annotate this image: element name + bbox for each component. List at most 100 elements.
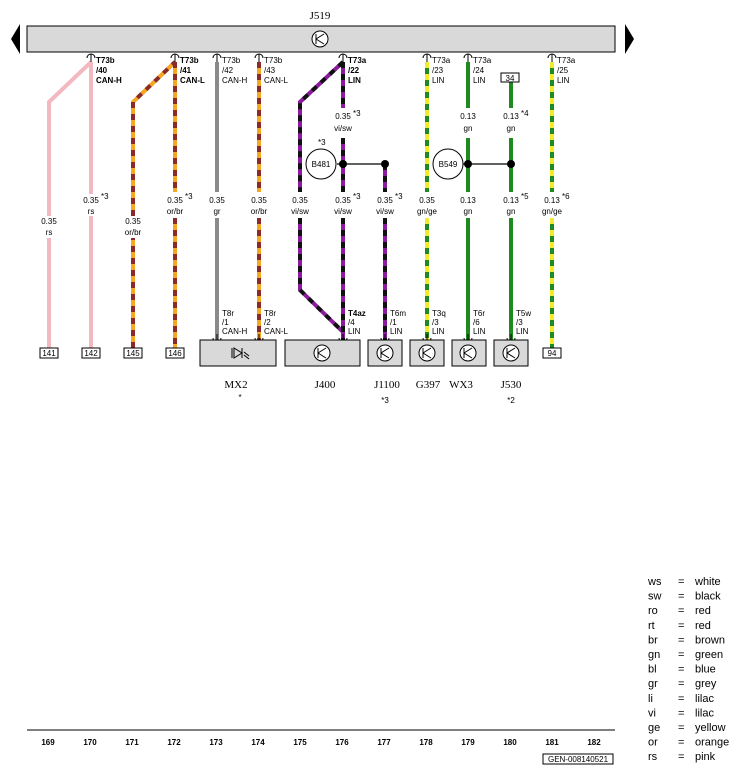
conn-signal: LIN [473,327,486,336]
legend-abbr: bl [648,664,657,676]
legend-name: orange [695,737,729,749]
legend-equals: = [678,707,684,719]
footer-number: 178 [419,738,433,747]
legend-name: red [695,620,711,632]
arrow-left-icon [11,24,20,54]
footer-number: 177 [377,738,391,747]
wire-171-stripe [131,60,177,348]
component-label: J530 [501,379,522,391]
top-pins [86,53,557,62]
wire-size: 0.13 [503,112,519,121]
conn-pin: /40 [96,66,108,75]
conn-code: T6r [473,309,485,318]
splice-label: B549 [439,160,458,169]
wire-size: 0.35 [251,196,267,205]
wire-color: vi/sw [334,124,352,133]
legend-abbr: ge [648,722,660,734]
color-legend: ws = white sw = black ro = red rt = red br = brown gn = g… [647,576,729,763]
wire-175-stripe [298,60,345,334]
wire-color: rs [88,207,95,216]
legend-name: red [695,605,711,617]
conn-signal: CAN-L [180,76,205,85]
pin-icon [254,53,264,62]
connector-box-label: 34 [506,74,515,83]
splice-b481 [305,148,337,180]
component-note: * [238,393,241,402]
top-connector-labels: T73b /40 CAN-H T73b /41 CAN-L T73b /42 C… [96,56,576,85]
pin-icon [547,53,557,62]
junction-dot [381,160,389,168]
wire-note: *3 [353,192,361,201]
legend-name: grey [695,678,717,690]
conn-pin: /2 [264,318,271,327]
transistor-icon [502,344,520,362]
wire-note: *3 [101,192,109,201]
conn-code: T5w [516,309,531,318]
wire-color: gn/ge [542,207,563,216]
ref-box [165,347,185,359]
legend-equals: = [678,678,684,690]
wire-size: 0.35 [83,196,99,205]
conn-code: T73b [222,56,241,65]
footer-number: 176 [335,738,349,747]
arrow-right-icon [625,24,634,54]
wire-color: gn [464,207,473,216]
footer-number: 181 [545,738,559,747]
conn-code: T6m [390,309,406,318]
ref-box-label: 146 [168,349,182,358]
wire-171 [131,60,177,348]
wire-size: 0.13 [460,112,476,121]
junction-dot [507,160,515,168]
pin-icon [170,53,180,62]
legend-name: lilac [695,693,714,705]
legend-equals: = [678,751,684,763]
ref-box-label: 94 [548,349,557,358]
legend-name: pink [695,751,716,763]
legend-name: white [694,576,721,588]
reference-boxes: 141 142 145 146 94 [39,347,562,359]
junction-dot [339,160,347,168]
conn-pin: /3 [516,318,523,327]
legend-equals: = [678,576,684,588]
wire-color: gr [213,207,220,216]
led-icon [231,347,250,360]
wire-color: or/br [251,207,268,216]
splices: B481 *3 B549 [305,138,464,180]
wire-note: *3 [353,109,361,118]
conn-code: T8r [222,309,234,318]
wires [47,60,554,348]
ref-box-label: 145 [126,349,140,358]
wire-note: *4 [521,109,529,118]
legend-name: lilac [695,707,714,719]
conn-pin: /23 [432,66,444,75]
wire-size: 0.13 [503,196,519,205]
conn-code: T73b [264,56,283,65]
legend-equals: = [678,605,684,617]
wire-size: 0.13 [460,196,476,205]
legend-abbr: gn [648,649,660,661]
pin-icon [86,53,96,62]
code-box [542,753,614,765]
wire-note: *3 [395,192,403,201]
conn-code: T73a [348,56,367,65]
conn-pin: /1 [390,318,397,327]
transistor-icon [459,344,477,362]
footer-number: 173 [209,738,223,747]
footer-number: 170 [83,738,97,747]
wire-color: vi/sw [376,207,394,216]
component-label: MX2 [224,379,247,391]
wire-color: or/br [167,207,184,216]
pin-icon [463,53,473,62]
wire-size: 0.35 [419,196,435,205]
conn-code: T73a [432,56,451,65]
wire-size: 0.35 [335,112,351,121]
conn-signal: LIN [516,327,529,336]
legend-name: black [695,591,721,603]
footer-number: 179 [461,738,475,747]
wire-size: 0.13 [544,196,560,205]
wire-color: gn [507,207,516,216]
legend-abbr: ws [647,576,662,588]
conn-signal: LIN [348,327,361,336]
wire-size: 0.35 [41,217,57,226]
legend-equals: = [678,664,684,676]
